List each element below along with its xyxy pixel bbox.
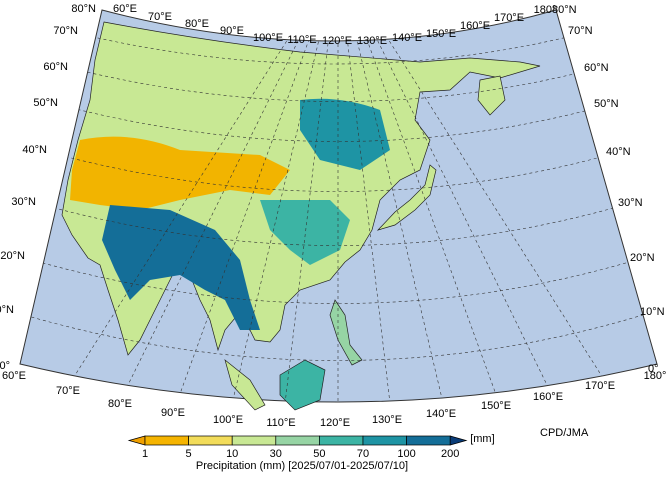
kamchatka (477, 75, 506, 116)
lon-label: 140°E (426, 408, 456, 420)
colorbar-bin (406, 435, 451, 446)
lat-label: 10°N (640, 306, 665, 318)
map-area (19, 9, 658, 411)
parallel (79, 33, 581, 65)
lat-label: 30°N (11, 196, 36, 208)
parallel (59, 104, 601, 142)
colorbar-tick-label: 10 (226, 448, 238, 460)
colorbar-bin (319, 435, 364, 446)
lat-label: 60°N (43, 61, 68, 73)
lat-label: 50°N (594, 98, 619, 110)
colorbar-bin (362, 435, 407, 446)
lat-label: 30°N (618, 197, 643, 209)
lat-label: 0° (0, 360, 10, 372)
lon-label: 180° (644, 370, 667, 382)
lat-label: 80°N (552, 4, 577, 16)
colorbar-tick-label: 50 (313, 448, 325, 460)
colorbar-unit: [mm] (470, 433, 494, 445)
wet-region (260, 200, 350, 265)
lon-label: 130°E (372, 414, 402, 426)
lat-label: 60°N (584, 62, 609, 74)
colorbar-tick-label: 5 (186, 448, 192, 460)
lat-label: 50°N (33, 97, 58, 109)
lat-label: 0° (648, 363, 659, 375)
credit: CPD/JMA (540, 427, 589, 439)
meridian (337, 10, 604, 379)
lon-label: 80°E (108, 398, 132, 410)
colorbar-under (127, 435, 146, 446)
lon-label: 180° (534, 4, 557, 16)
lat-label: 40°N (22, 144, 47, 156)
colorbar-bin (231, 435, 277, 446)
lon-label: 160°E (460, 20, 490, 32)
lon-label: 70°E (148, 11, 172, 23)
caption: Precipitation (mm) [2025/07/01-2025/07/1… (196, 460, 408, 472)
meridian (337, 10, 445, 402)
parallel (35, 202, 625, 246)
lon-label: 160°E (533, 391, 563, 403)
meridian (337, 10, 392, 402)
lon-label: 170°E (585, 380, 615, 392)
lat-label: 10°N (0, 304, 14, 316)
lon-label: 110°E (287, 34, 316, 46)
parallel (20, 311, 647, 361)
lon-label: 110°E (266, 417, 295, 429)
lon-label: 120°E (320, 417, 350, 429)
lon-label: 170°E (494, 12, 524, 24)
lon-label: 70°E (56, 385, 80, 397)
parallel (24, 257, 637, 304)
lon-label: 150°E (481, 400, 511, 412)
lon-label: 140°E (392, 32, 422, 44)
lon-label: 80°E (185, 18, 209, 30)
colorbar-tick-label: 30 (270, 448, 282, 460)
colorbar-tick-label: 200 (441, 448, 459, 460)
lon-label: 100°E (213, 414, 243, 426)
meridian (71, 10, 339, 381)
lon-label: 120°E (322, 35, 352, 47)
wet-region (102, 205, 260, 330)
sumatra (224, 359, 266, 411)
lat-label: 20°N (0, 250, 25, 262)
lon-label: 90°E (161, 407, 185, 419)
parallel (47, 151, 613, 192)
colorbar-tick-label: 100 (397, 448, 415, 460)
meridian (283, 10, 339, 402)
lat-label: 80°N (71, 3, 96, 15)
colorbar-over (449, 435, 468, 446)
colorbar-bin (144, 435, 189, 446)
lon-label: 130°E (357, 35, 387, 47)
wet-region (300, 98, 390, 170)
colorbar-bin (188, 435, 233, 446)
colorbar-bin (275, 435, 320, 446)
lon-label: 60°E (2, 370, 26, 382)
parallel (69, 67, 591, 102)
meridian (230, 10, 339, 402)
arid-region (70, 136, 290, 210)
lon-label: 60°E (113, 3, 137, 15)
lat-label: 70°N (53, 25, 78, 37)
lon-label: 100°E (253, 32, 283, 44)
lat-label: 40°N (606, 146, 631, 158)
colorbar-tick-label: 70 (357, 448, 369, 460)
lat-label: 20°N (630, 252, 655, 264)
lon-label: 150°E (426, 28, 456, 40)
lon-label: 90°E (220, 25, 244, 37)
lat-label: 70°N (568, 25, 593, 37)
colorbar-tick-label: 1 (142, 448, 148, 460)
